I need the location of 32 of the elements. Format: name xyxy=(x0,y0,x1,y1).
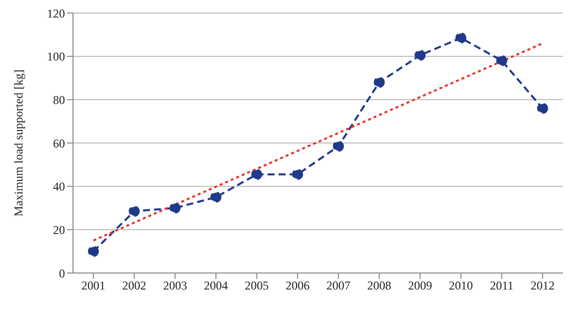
x-tick-label: 2002 xyxy=(122,278,146,293)
y-tick-label: 80 xyxy=(53,92,65,107)
x-tick-label: 2010 xyxy=(448,278,473,293)
point xyxy=(128,206,140,217)
y-axis-title: Maximum load supported [kg] xyxy=(11,70,26,216)
point xyxy=(292,168,304,180)
x-tick-label: 2007 xyxy=(326,278,350,293)
point xyxy=(374,76,385,88)
y-tick-label: 100 xyxy=(47,50,65,64)
y-tick-label: 60 xyxy=(53,136,65,150)
y-tick-label: 120 xyxy=(47,6,65,20)
point xyxy=(332,140,344,152)
x-tick-label: 2001 xyxy=(81,278,106,293)
point xyxy=(170,202,181,214)
point xyxy=(455,32,466,44)
x-tick-label: 2004 xyxy=(204,278,228,293)
point xyxy=(537,102,548,114)
x-tick-label: 2003 xyxy=(163,278,188,293)
point xyxy=(210,192,222,203)
y-tick-label: 40 xyxy=(53,180,65,194)
y-tick-label: 20 xyxy=(53,222,65,237)
x-tick-label: 2005 xyxy=(244,278,269,293)
x-tick-label: 2012 xyxy=(530,278,555,293)
point xyxy=(414,50,426,61)
y-tick-label: 0 xyxy=(59,266,65,280)
point xyxy=(88,246,99,257)
x-tick-label: 2011 xyxy=(490,278,514,293)
x-tick-label: 2009 xyxy=(408,278,432,293)
x-tick-label: 2006 xyxy=(286,278,310,293)
x-tick-label: 2008 xyxy=(367,278,392,293)
point xyxy=(251,168,262,180)
point xyxy=(496,55,508,66)
